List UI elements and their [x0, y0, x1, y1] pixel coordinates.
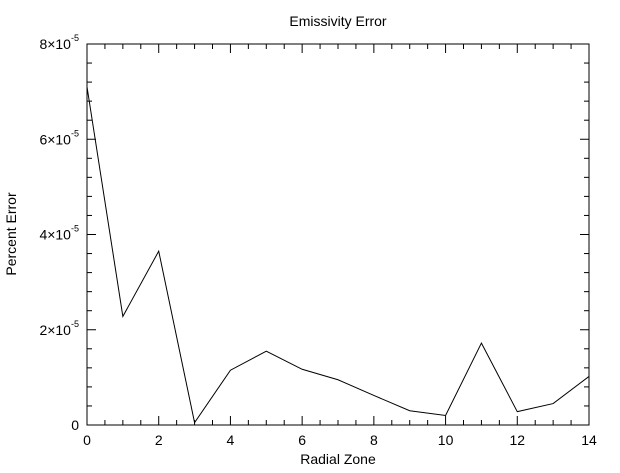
y-tick-label: 0	[71, 417, 79, 433]
axis-ticks	[86, 43, 590, 426]
x-tick-label: 4	[227, 432, 235, 448]
y-tick-label: 8×10-5	[39, 33, 79, 52]
series-line	[86, 86, 590, 424]
y-tick-label: 4×10-5	[39, 224, 79, 243]
y-tick-labels: 0 2×10-5 4×10-5 6×10-5 8×10-5	[39, 33, 79, 433]
x-tick-label: 0	[83, 432, 91, 448]
x-tick-label: 6	[298, 432, 306, 448]
x-tick-labels: 0 2 4 6 8 10 12 14	[83, 432, 597, 448]
y-tick-label: 2×10-5	[39, 319, 79, 338]
y-axis-label: Percent Error	[3, 192, 19, 276]
chart-title: Emissivity Error	[289, 13, 387, 29]
x-tick-label: 2	[155, 432, 163, 448]
x-tick-label: 12	[509, 432, 525, 448]
x-tick-label: 10	[438, 432, 454, 448]
plot-frame	[86, 43, 590, 426]
x-tick-label: 8	[370, 432, 378, 448]
x-axis-label: Radial Zone	[300, 451, 376, 467]
x-tick-label: 14	[581, 432, 597, 448]
y-tick-label: 6×10-5	[39, 128, 79, 147]
